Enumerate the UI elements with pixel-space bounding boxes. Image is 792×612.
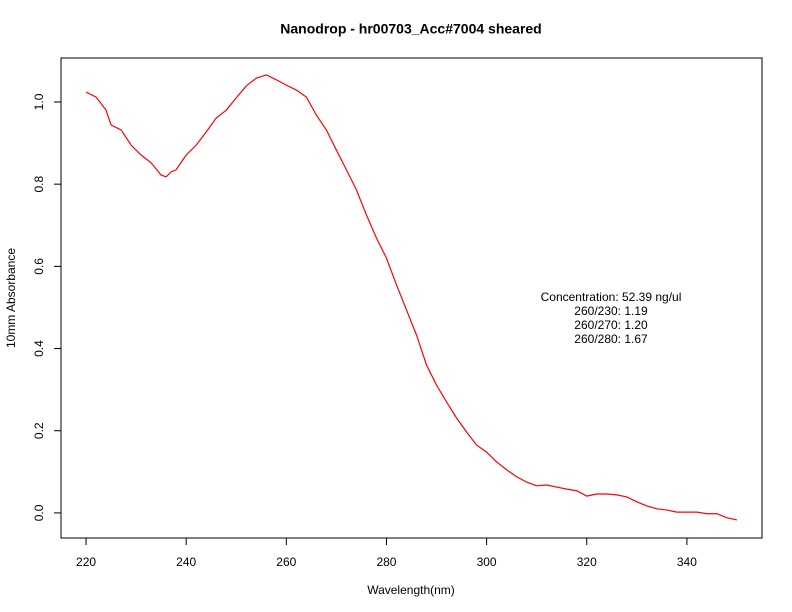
annotation: 260/270: 1.20 (574, 318, 648, 332)
annotation: 260/280: 1.67 (574, 332, 648, 346)
x-tick-label: 260 (276, 555, 296, 569)
y-tick-label: 0.2 (32, 422, 46, 439)
x-tick-label: 340 (677, 555, 697, 569)
y-axis-label: 10mm Absorbance (4, 248, 18, 348)
x-tick-label: 240 (176, 555, 196, 569)
y-tick-label: 0.0 (32, 504, 46, 521)
x-tick-label: 300 (477, 555, 497, 569)
chart-title: Nanodrop - hr00703_Acc#7004 sheared (280, 21, 541, 37)
x-tick-label: 220 (76, 555, 96, 569)
y-tick-label: 1.0 (32, 93, 46, 110)
annotation: Concentration: 52.39 ng/ul (541, 290, 682, 304)
x-tick-label: 320 (577, 555, 597, 569)
y-tick-label: 0.4 (32, 340, 46, 357)
y-tick-label: 0.8 (32, 176, 46, 193)
x-axis-label: Wavelength(nm) (367, 583, 455, 597)
data-line (85, 74, 738, 521)
annotation: 260/230: 1.19 (574, 304, 648, 318)
x-tick-label: 280 (376, 555, 396, 569)
plot-box (60, 57, 763, 539)
y-tick-label: 0.6 (32, 258, 46, 275)
